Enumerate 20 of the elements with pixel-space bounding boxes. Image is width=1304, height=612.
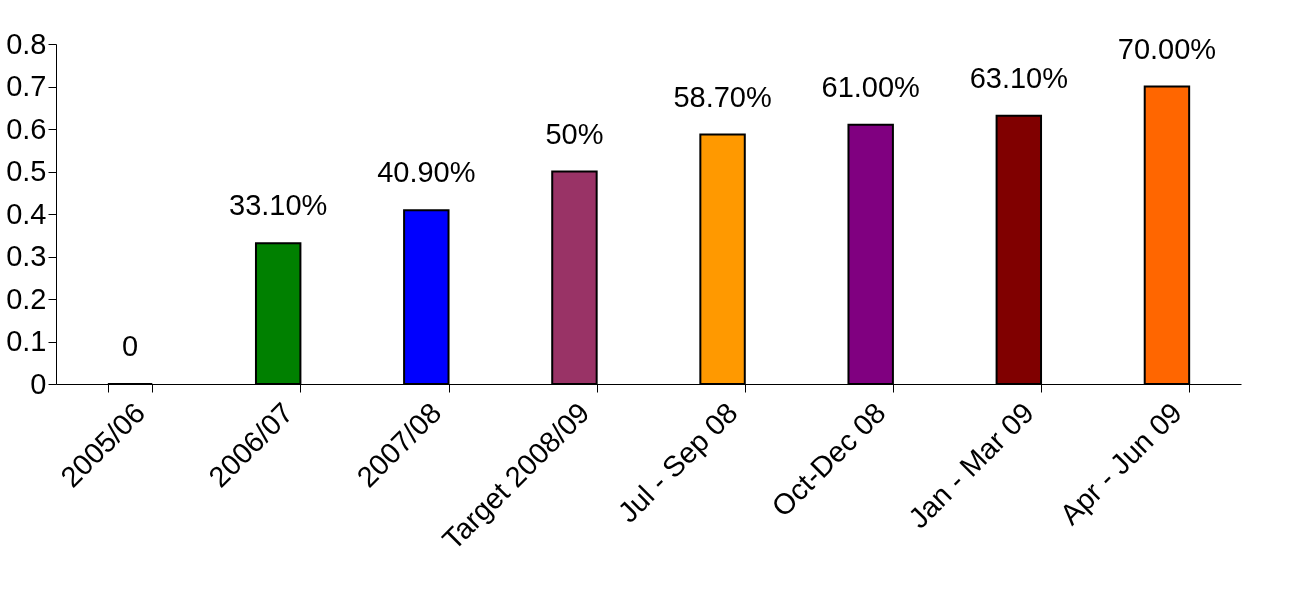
- data-label: 33.10%: [229, 189, 328, 222]
- data-label: 63.10%: [969, 61, 1068, 94]
- data-label: 40.90%: [377, 156, 476, 189]
- data-label: 50%: [545, 117, 604, 150]
- x-tick-label: Jan - Mar 09: [902, 396, 1040, 535]
- y-tick-label: 0.3: [6, 240, 47, 272]
- y-tick-label: 0.2: [6, 282, 47, 315]
- data-label: 70.00%: [1117, 32, 1217, 65]
- x-tick-label: Apr - Jun 09: [1053, 396, 1188, 531]
- y-tick-label: 0.1: [6, 325, 47, 357]
- data-label: 58.70%: [673, 80, 772, 113]
- y-tick-label: 0.6: [6, 112, 47, 145]
- x-tick-label: Jul - Sep 08: [611, 396, 744, 529]
- y-tick-label: 0.7: [6, 70, 47, 102]
- data-label: 61.00%: [821, 70, 920, 103]
- y-tick-label: 0.8: [6, 27, 47, 60]
- y-tick-label: 0.5: [6, 155, 47, 187]
- y-tick-label: 0: [30, 367, 47, 400]
- data-label: 0: [121, 330, 139, 362]
- y-tick-label: 0.4: [6, 197, 47, 230]
